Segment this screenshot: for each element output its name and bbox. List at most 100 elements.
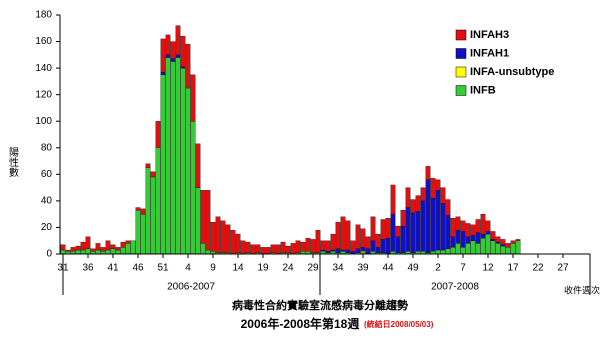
bar-segment [255, 244, 261, 253]
bar-segment [80, 241, 86, 251]
bar-segment [480, 237, 486, 255]
bar-segment [260, 247, 266, 255]
bar-segment [170, 61, 176, 255]
x-tick-label: 49 [407, 263, 419, 274]
bar-segment [365, 236, 371, 249]
legend-label: INFAH3 [470, 29, 509, 41]
bar-segment [240, 240, 246, 255]
bar-segment [85, 248, 91, 255]
bar-segment [165, 34, 171, 55]
bar-segment [295, 240, 301, 253]
x-tick-label: 22 [532, 263, 544, 274]
bar-segment [170, 41, 176, 59]
x-tick-label: 39 [357, 263, 369, 274]
bar-segment [455, 216, 461, 231]
bar-segment [490, 239, 496, 241]
x-tick-label: 9 [210, 263, 216, 274]
bar-segment [505, 243, 511, 248]
bar-segment [450, 217, 456, 237]
bar-segment [515, 239, 521, 241]
x-tick-label: 2 [435, 263, 441, 274]
bar-segment [380, 239, 386, 253]
bar-segment [75, 249, 81, 255]
bar-segment [450, 236, 456, 248]
bar-segment [370, 240, 376, 252]
bar-segment [450, 247, 456, 255]
bar-segment [130, 240, 136, 255]
legend-swatch [455, 48, 467, 59]
x-tick-label: 7 [460, 263, 466, 274]
x-tick-label: 4 [185, 263, 191, 274]
bar-segment [480, 214, 486, 235]
bar-segment [175, 54, 181, 58]
bar-segment [100, 247, 106, 252]
x-tick-label: 44 [382, 263, 394, 274]
bar-segment [405, 187, 411, 208]
bar-segment [495, 243, 501, 255]
bar-segment [85, 236, 91, 249]
bar-segment [175, 57, 181, 255]
y-tick-label: 40 [41, 196, 53, 207]
bar-segment [315, 229, 321, 253]
legend-label: INFB [470, 84, 496, 96]
bar-segment [325, 240, 331, 252]
bar-segment [280, 241, 286, 253]
bar-segment [390, 214, 396, 252]
bar-segment [220, 220, 226, 253]
bar-segment [335, 221, 341, 249]
bar-segment [180, 66, 186, 69]
bar-segment [485, 220, 491, 232]
bar-segment [465, 236, 471, 244]
y-tick-label: 60 [41, 169, 53, 180]
legend-swatch [455, 29, 467, 41]
bar-segment [380, 219, 386, 240]
y-tick-label: 20 [41, 222, 53, 233]
y-axis-label: 陽性數 [7, 147, 19, 178]
bar-segment [175, 25, 181, 55]
bar-segment [290, 243, 296, 255]
bar-segment [475, 243, 481, 255]
bar-segment [170, 58, 176, 62]
x-axis-label: 收件週次 [564, 284, 600, 295]
bar-segment [145, 167, 151, 255]
y-tick-label: 120 [35, 89, 52, 100]
bar-segment [445, 199, 451, 216]
bar-segment [470, 224, 476, 236]
bar-segment [330, 233, 336, 251]
y-tick-label: 0 [46, 249, 52, 260]
bar-segment [275, 244, 281, 255]
bar-segment [155, 147, 161, 255]
bar-segment [140, 208, 146, 215]
bar-segment [430, 178, 436, 199]
bar-segment [335, 248, 341, 253]
bar-segment [215, 216, 221, 253]
bar-segment [485, 233, 491, 255]
bar-segment [475, 219, 481, 233]
bar-segment [60, 244, 66, 251]
bar-segment [140, 214, 146, 255]
bar-segment [125, 240, 131, 244]
bar-segment [470, 235, 476, 241]
bar-segment [360, 251, 366, 253]
legend-swatch [455, 66, 467, 78]
bar-segment [385, 217, 391, 239]
bar-segment [430, 198, 436, 252]
bar-segment [480, 233, 486, 239]
bar-segment [95, 243, 101, 251]
bar-segment [195, 143, 201, 188]
x-tick-label: 24 [282, 263, 294, 274]
bar-segment [235, 233, 241, 253]
bar-segment [400, 210, 406, 227]
bar-segment [410, 199, 416, 213]
bar-segment [490, 231, 496, 240]
legend-label: INFA-unsubtype [470, 66, 554, 78]
x-tick-label: 27 [557, 263, 569, 274]
bar-segment [115, 249, 121, 255]
bar-segment [490, 240, 496, 255]
bar-segment [300, 241, 306, 252]
bar-segment [370, 216, 376, 241]
bar-segment [95, 249, 101, 255]
bar-segment [145, 163, 151, 168]
bar-segment [115, 247, 121, 251]
